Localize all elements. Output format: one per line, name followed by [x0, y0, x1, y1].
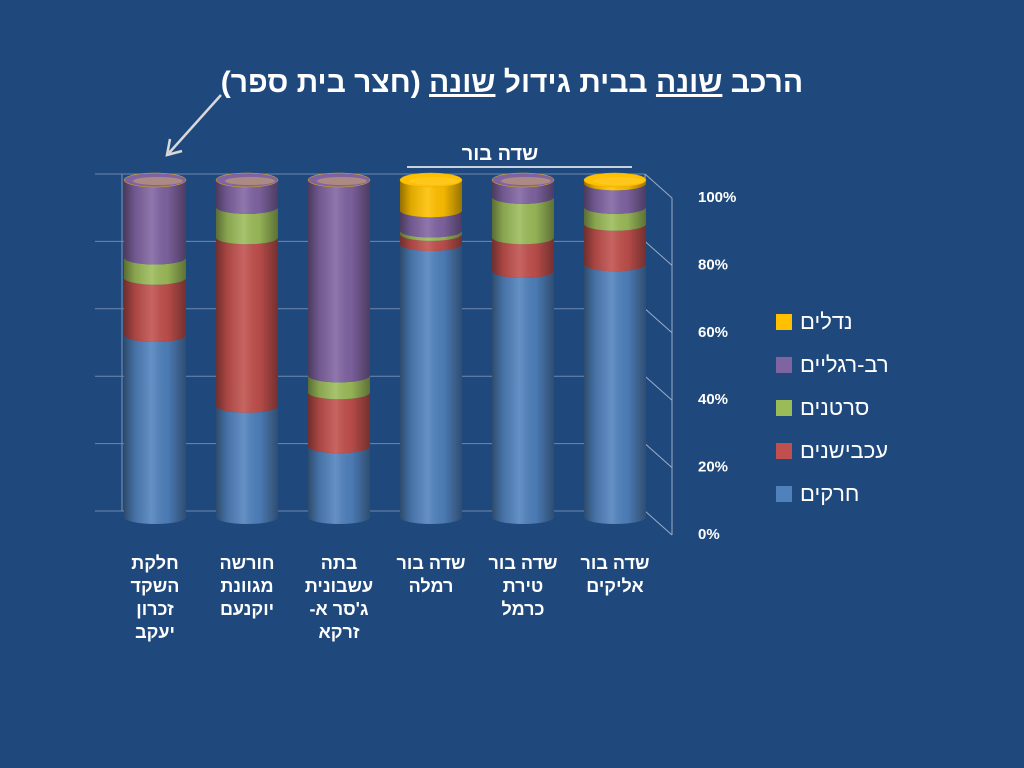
group-label: שדה בור	[462, 143, 539, 165]
bar-stack	[399, 172, 463, 524]
x-tick-label: שדה בור רמלה	[385, 552, 477, 598]
x-tick-label-line: ג'סר א-	[309, 599, 369, 619]
y-tick-label: 0%	[698, 526, 720, 543]
y-tick-label: 40%	[698, 391, 728, 408]
x-tick-label-line: טירת	[502, 576, 544, 596]
x-tick-label-line: מגוונת	[220, 576, 274, 596]
bar-top-cap	[583, 172, 647, 188]
legend-swatch	[776, 314, 792, 330]
x-tick-label: חלקת השקד זכרון יעקב	[109, 552, 201, 644]
legend: נדלים רב-רגליים סרטנים עכבישנים חרקים	[776, 306, 936, 521]
x-tick-label-line: רמלה	[408, 576, 454, 596]
legend-swatch	[776, 357, 792, 373]
legend-label: רב-רגליים	[800, 352, 889, 377]
legend-item: עכבישנים	[776, 435, 936, 478]
title-text: (חצר בית ספר)	[220, 66, 430, 99]
y-axis: 0% 20% 40% 60% 80% 100%	[698, 189, 736, 543]
bar-top-cap	[123, 172, 187, 188]
x-tick-label-line: אליקים	[586, 576, 644, 596]
x-tick-label-line: שדה בור	[488, 553, 558, 573]
bar-stack	[491, 172, 555, 524]
legend-swatch	[776, 486, 792, 502]
bar-top-cap	[307, 172, 371, 188]
x-tick-label-line: זכרון	[136, 599, 174, 619]
bar-top-cap	[399, 172, 463, 188]
slide-title: הרכב שונה בבית גידול שונה (חצר בית ספר)	[0, 66, 1024, 100]
legend-item: רב-רגליים	[776, 349, 936, 392]
legend-label: נדלים	[800, 309, 853, 334]
title-underlined-text: שונה	[429, 66, 496, 99]
legend-label: עכבישנים	[800, 438, 889, 463]
x-tick-label-line: כרמל	[501, 599, 545, 619]
pointer-arrow-icon	[165, 94, 222, 157]
legend-label: סרטנים	[800, 395, 870, 420]
x-tick-label-line: עשבונית	[304, 576, 374, 596]
bars	[123, 172, 647, 524]
bar-top-cap	[215, 172, 279, 188]
x-tick-label-line: חלקת	[131, 553, 179, 573]
bar-stack	[307, 172, 371, 524]
legend-swatch	[776, 443, 792, 459]
y-tick-label: 20%	[698, 459, 728, 476]
x-tick-label-line: שדה בור	[396, 553, 466, 573]
legend-label: חרקים	[800, 481, 860, 506]
x-tick-label: שדה בור טירת כרמל	[477, 552, 569, 621]
title-text: הרכב	[722, 66, 804, 99]
x-tick-label-line: זרקא	[318, 622, 360, 642]
bar-stack	[215, 172, 279, 524]
x-tick-label-line: שדה בור	[580, 553, 650, 573]
x-tick-label-line: בתה	[320, 553, 358, 573]
legend-item: חרקים	[776, 478, 936, 521]
legend-item: סרטנים	[776, 392, 936, 435]
x-tick-label: חורשה מגוונת יוקנעם	[201, 552, 293, 621]
bar-stack	[583, 172, 647, 524]
x-tick-label-line: יוקנעם	[219, 599, 275, 619]
legend-item: נדלים	[776, 306, 936, 349]
bar-top-cap	[491, 172, 555, 188]
x-tick-label: שדה בור אליקים	[569, 552, 661, 598]
y-tick-label: 80%	[698, 256, 728, 273]
title-text: בבית גידול	[495, 66, 656, 99]
y-tick-label: 60%	[698, 324, 728, 341]
x-tick-label-line: יעקב	[135, 622, 175, 642]
y-tick-label: 100%	[698, 189, 736, 206]
legend-swatch	[776, 400, 792, 416]
x-tick-label: בתה עשבונית ג'סר א- זרקא	[293, 552, 385, 644]
x-tick-label-line: חורשה	[219, 553, 275, 573]
x-tick-label-line: השקד	[130, 576, 180, 596]
bar-stack	[123, 172, 187, 524]
title-underlined-text: שונה	[655, 66, 723, 99]
